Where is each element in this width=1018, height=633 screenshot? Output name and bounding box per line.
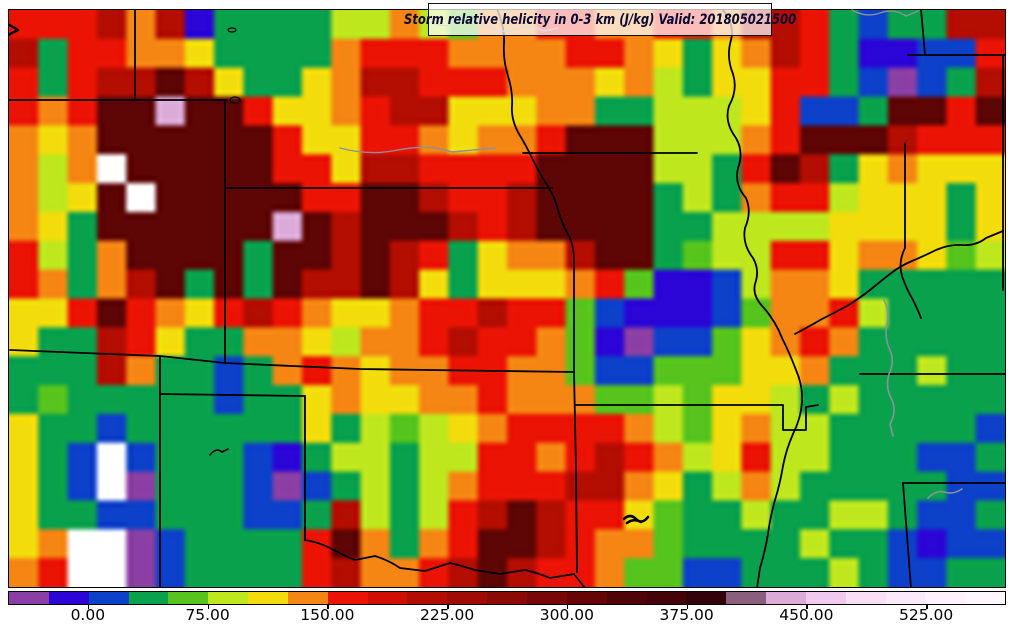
colorbar-segment [566,592,607,604]
colorbar-segment [287,592,328,604]
colorbar-segment [447,592,488,604]
colorbar-tick [566,605,569,609]
colorbar-segment [208,592,249,604]
colorbar-segment [805,592,846,604]
colorbar-tick [447,605,449,609]
colorbar-segment [128,592,169,604]
colorbar-tick-label: 75.00 [185,606,230,624]
colorbar-segment [367,592,408,604]
colorbar-segment [646,592,687,604]
colorbar-segment [965,592,1006,604]
colorbar-segment [88,592,129,604]
colorbar-segment [168,592,209,604]
colorbar-segment [766,592,806,604]
map-plot-area [8,9,1006,588]
colorbar-tick-label: 225.00 [419,606,475,624]
colorbar-segment [845,592,886,604]
colorbar-tick [327,605,329,609]
colorbar-segment [606,592,647,604]
colorbar-segment [726,592,767,604]
colorbar-segment [686,592,727,604]
colorbar-segment [925,592,966,604]
colorbar-tick-label: 525.00 [899,606,954,624]
colorbar-tick-label: 375.00 [659,606,714,624]
colorbar-tick-label: 300.00 [539,606,594,624]
helicity-field-canvas [9,10,1005,587]
plot-title-box: Storm relative helicity in 0-3 km (J/kg)… [404,3,796,36]
colorbar-segment [9,592,49,604]
colorbar-tick [686,605,689,609]
colorbar-segment [48,592,89,604]
colorbar-segment [487,592,527,604]
plot-title: Storm relative helicity in 0-3 km (J/kg)… [403,11,797,28]
colorbar-segment [885,592,926,604]
colorbar-tick [87,605,90,609]
colorbar-segment [248,592,288,604]
colorbar-segment [327,592,368,604]
colorbar-segment [407,592,448,604]
colorbar-tick-label: 450.00 [779,606,834,624]
colorbar-tick [207,605,210,609]
colorbar-tick [806,605,808,609]
colorbar-tick-label: 150.00 [300,606,355,624]
colorbar-tick-label: 0.00 [70,606,106,624]
colorbar-segment [526,592,567,604]
colorbar-tick [926,605,928,609]
colorbar [8,591,1006,605]
